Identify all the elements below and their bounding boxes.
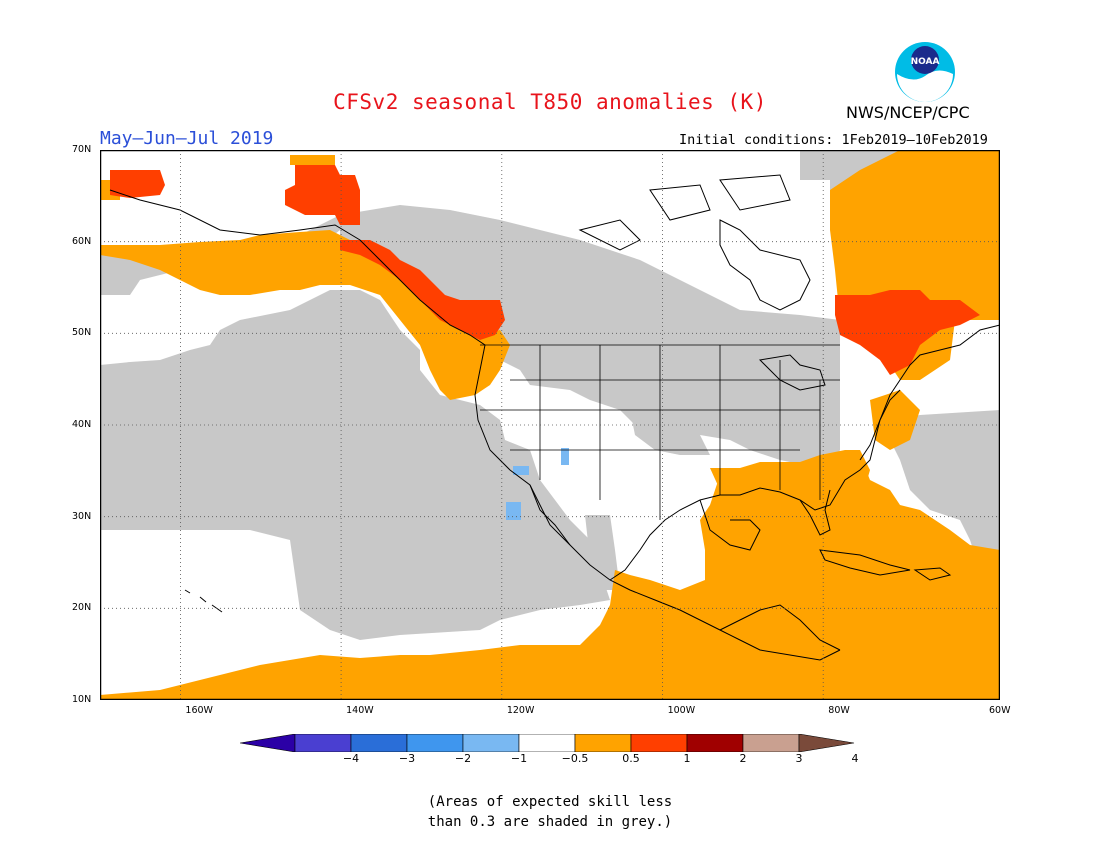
colorbar-segment (574, 734, 632, 752)
colorbar-left-arrow (240, 734, 296, 752)
colorbar-tick-label: −4 (342, 752, 360, 765)
lon-tick-label: 100W (667, 705, 696, 716)
lat-tick-label: 50N (72, 327, 92, 339)
colorbar-tick-label: 1 (683, 752, 691, 765)
lat-tick-label: 60N (72, 235, 92, 247)
footnote: (Areas of expected skill less than 0.3 a… (0, 792, 1100, 832)
lat-tick-label: 40N (72, 419, 92, 430)
colorbar-tick-label: 4 (851, 752, 859, 765)
lat-tick-label: 20N (72, 602, 92, 614)
anomaly-map (99, 149, 1001, 701)
colorbar-segment (686, 734, 744, 752)
map-svg (99, 149, 1001, 701)
colorbar-segment (350, 734, 408, 752)
colorbar-segment (294, 734, 352, 752)
footnote-line-1: (Areas of expected skill less (427, 794, 673, 810)
colorbar-tick-label: −3 (398, 752, 416, 765)
lon-tick-label: 60W (989, 705, 1011, 716)
lon-tick-label: 120W (506, 705, 535, 716)
colorbar-tick-label: −2 (454, 752, 472, 765)
map-border (99, 149, 1001, 701)
noaa-logo-text: NOAA (911, 57, 940, 67)
colorbar-tick-label: 3 (795, 752, 803, 765)
lat-tick-label: 70N (72, 144, 92, 155)
lon-tick-label: 140W (346, 705, 374, 716)
noaa-logo: NOAA (895, 42, 955, 102)
lat-tick-label: 30N (72, 510, 92, 522)
colorbar-segment (742, 734, 800, 752)
lon-tick-label: 160W (185, 705, 213, 716)
colorbar (240, 734, 855, 752)
lon-tick-label: 80W (828, 705, 850, 716)
colorbar-right-arrow (798, 734, 855, 752)
chart-title: CFSv2 seasonal T850 anomalies (K) (333, 90, 767, 114)
orange-anomaly-areas (100, 150, 1000, 700)
colorbar-tick-label: 0.5 (622, 752, 640, 765)
colorbar-tick-label: −0.5 (561, 752, 589, 765)
state-boundaries (480, 344, 840, 520)
initial-conditions-label: Initial conditions: 1Feb2019–10Feb2019 (679, 132, 988, 148)
footnote-line-2: than 0.3 are shaded in grey.) (427, 814, 673, 830)
lat-tick-label: 10N (72, 694, 92, 705)
land-outlines (109, 174, 1001, 661)
organization-label: NWS/NCEP/CPC (846, 103, 970, 122)
lightblue-anomaly-areas (506, 448, 569, 520)
colorbar-segment (630, 734, 688, 752)
colorbar-segment (518, 734, 576, 752)
colorbar-segment (406, 734, 464, 752)
colorbar-tick-label: 2 (739, 752, 747, 765)
colorbar-segment (462, 734, 520, 752)
season-label: May–Jun–Jul 2019 (100, 128, 274, 149)
colorbar-tick-label: −1 (510, 752, 528, 765)
